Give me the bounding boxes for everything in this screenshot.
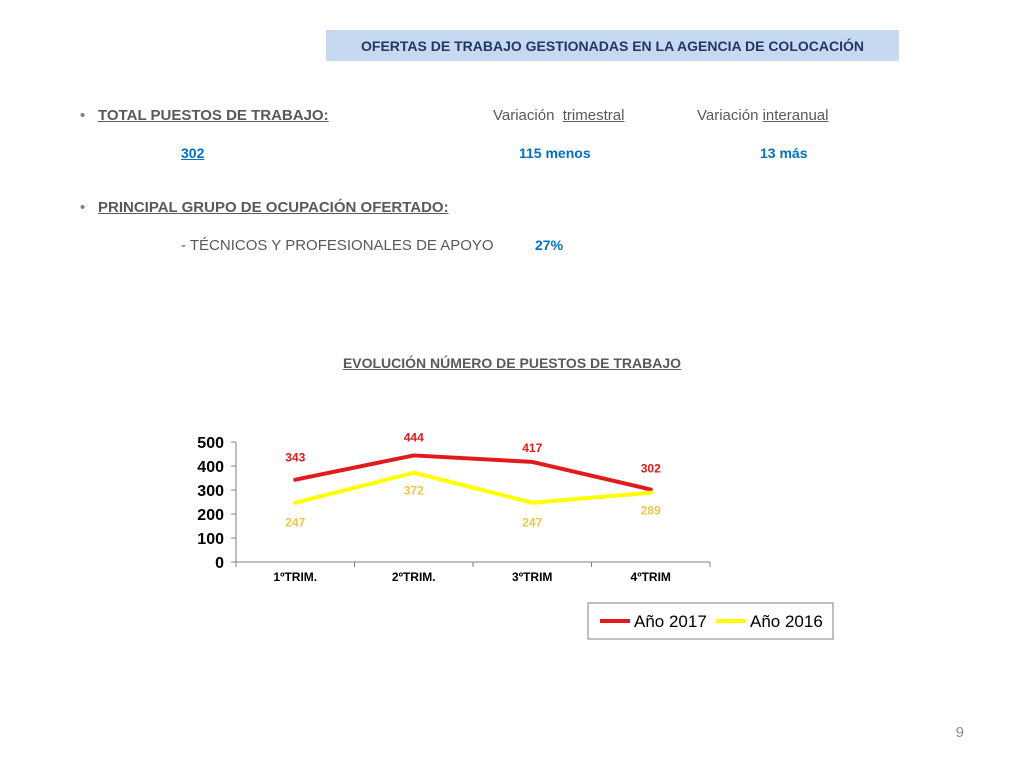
data-label: 289 bbox=[641, 504, 661, 518]
bullet-dot-2: • bbox=[80, 199, 86, 216]
variation-yearly-header: Variación interanual bbox=[697, 107, 828, 124]
slide-title: OFERTAS DE TRABAJO GESTIONADAS EN LA AGE… bbox=[361, 37, 864, 54]
y-tick-label: 200 bbox=[197, 507, 224, 524]
series-line-2016 bbox=[293, 470, 653, 505]
x-tick-label: 4ºTRIM bbox=[631, 570, 671, 584]
variation-yearly-word: Variación bbox=[697, 107, 759, 124]
variation-quarterly-header: Variación trimestral bbox=[493, 107, 624, 124]
data-label: 417 bbox=[522, 441, 542, 455]
x-tick-label: 3ºTRIM bbox=[512, 570, 552, 584]
bullet-dot: • bbox=[80, 107, 86, 124]
data-label: 343 bbox=[285, 451, 305, 465]
legend-label: Año 2016 bbox=[750, 612, 823, 631]
x-tick-label: 2ºTRIM. bbox=[392, 570, 436, 584]
y-tick-label: 100 bbox=[197, 531, 224, 548]
data-label: 372 bbox=[404, 484, 424, 498]
slide-title-box: OFERTAS DE TRABAJO GESTIONADAS EN LA AGE… bbox=[326, 30, 899, 61]
series-line-2017 bbox=[293, 453, 653, 492]
group-item: - TÉCNICOS Y PROFESIONALES DE APOYO bbox=[181, 237, 494, 254]
page-number: 9 bbox=[955, 724, 964, 741]
variation-quarterly-value: 115 menos bbox=[519, 145, 591, 161]
chart-title: EVOLUCIÓN NÚMERO DE PUESTOS DE TRABAJO bbox=[342, 355, 682, 371]
y-tick-label: 300 bbox=[197, 483, 224, 500]
y-tick-label: 400 bbox=[197, 459, 224, 476]
data-label: 444 bbox=[404, 430, 424, 444]
variation-yearly-value: 13 más bbox=[760, 145, 808, 161]
data-label: 247 bbox=[522, 516, 542, 530]
group-percent: 27% bbox=[535, 237, 564, 253]
legend-label: Año 2017 bbox=[634, 612, 707, 631]
total-label: TOTAL PUESTOS DE TRABAJO: bbox=[98, 107, 329, 124]
variation-quarterly-word: Variación bbox=[493, 107, 555, 124]
total-value: 302 bbox=[181, 145, 205, 161]
data-label: 302 bbox=[641, 462, 661, 476]
variation-quarterly-kind: trimestral bbox=[562, 107, 625, 124]
x-tick-label: 1ºTRIM. bbox=[273, 570, 317, 584]
y-tick-label: 500 bbox=[197, 435, 224, 452]
variation-yearly-kind: interanual bbox=[762, 107, 829, 124]
y-tick-label: 0 bbox=[215, 555, 224, 572]
group-label: PRINCIPAL GRUPO DE OCUPACIÓN OFERTADO: bbox=[98, 199, 449, 216]
data-label: 247 bbox=[285, 516, 305, 530]
